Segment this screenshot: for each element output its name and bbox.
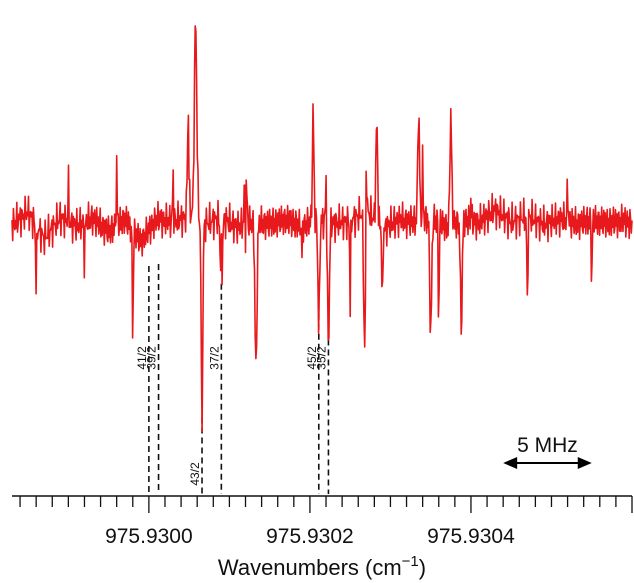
assignment-label: 43/2: [188, 462, 202, 486]
assignment-label: 39/2: [145, 346, 159, 370]
x-axis-tick-label: 975.9304: [427, 525, 515, 548]
assignment-label: 35/2: [314, 346, 328, 370]
x-axis-title-superscript: −1: [402, 553, 419, 570]
x-axis-tick-labels: 975.9300 975.9302 975.9304: [105, 525, 515, 548]
assignment-label: 41/2: [135, 346, 149, 370]
scale-bar: 5 MHz: [503, 434, 592, 469]
scale-bar-arrowhead-left: [503, 457, 518, 469]
x-axis-title-close: ): [419, 555, 426, 580]
x-axis-ticks: [19, 496, 633, 513]
x-axis-tick-label: 975.9302: [266, 525, 354, 548]
x-axis: 975.9300 975.9302 975.9304 Wavenumbers (cm…: [12, 495, 633, 580]
x-axis-tick-label: 975.9300: [105, 525, 193, 548]
scale-bar-arrowhead-right: [577, 457, 592, 469]
spectrum-line: [11, 25, 633, 433]
x-axis-title-main: Wavenumbers (cm: [218, 555, 402, 580]
assignment-lines: 41/239/2 43/2 37/2 45/235/2: [135, 264, 330, 494]
assignment-label: 45/2: [305, 346, 319, 370]
assignment-label: 37/2: [207, 346, 221, 370]
x-axis-title: Wavenumbers (cm−1): [218, 553, 426, 580]
scale-bar-label: 5 MHz: [517, 434, 578, 457]
